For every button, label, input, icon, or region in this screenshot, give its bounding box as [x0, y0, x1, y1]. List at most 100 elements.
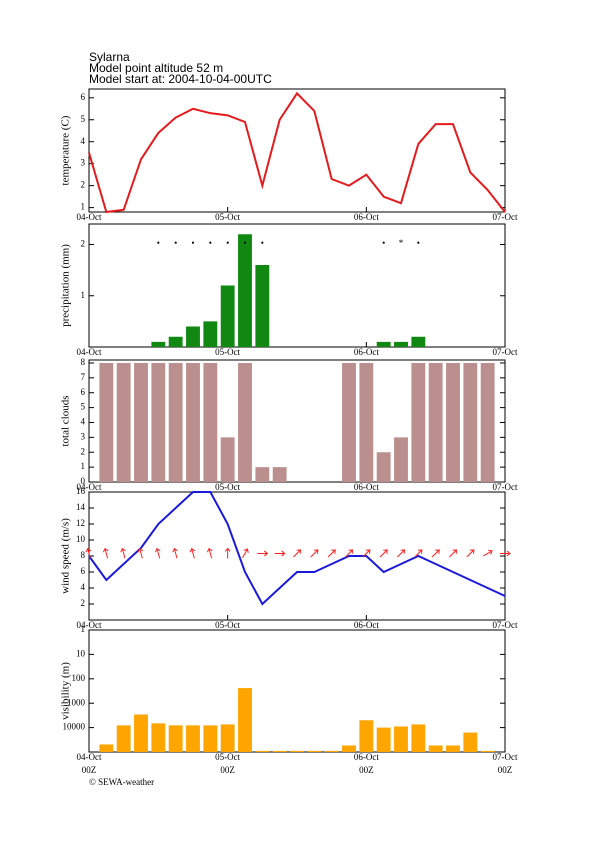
y-tick-label: 3	[81, 158, 86, 168]
y-tick-label: 1	[81, 624, 86, 634]
bar	[394, 437, 408, 482]
altitude: Model point altitude 52 m	[89, 61, 223, 75]
wind-arrow	[483, 549, 493, 557]
y-tick-label: 4	[81, 582, 86, 592]
x-tick-label: 04-Oct	[77, 212, 102, 222]
precip-symbol: •	[209, 238, 212, 248]
line	[88, 491, 506, 606]
wind-arrow	[257, 550, 269, 557]
wind-arrow	[466, 549, 475, 558]
bar	[376, 727, 391, 752]
line	[88, 91, 506, 214]
bar	[116, 725, 131, 752]
y-tick-label: 1	[81, 461, 86, 471]
wind-arrow	[449, 549, 458, 558]
wind-arrow	[397, 549, 406, 558]
panel-frame	[88, 223, 506, 348]
bar	[411, 336, 426, 347]
bar	[186, 362, 200, 482]
x-tick-label: 07-Oct	[493, 212, 518, 222]
wind-arrow	[102, 547, 109, 559]
y-tick-label: 4	[81, 417, 86, 427]
bar	[394, 726, 408, 752]
wind-arrow	[345, 549, 354, 558]
bar	[463, 732, 478, 752]
panel-frame	[88, 491, 506, 621]
x-tick-label: 06-Oct	[354, 347, 379, 357]
bar	[272, 467, 287, 482]
station-name: Sylarna	[89, 50, 130, 64]
wind-arrow	[362, 549, 371, 558]
bar	[151, 341, 166, 347]
x-tick-label: 07-Oct	[493, 620, 518, 630]
precip-symbol: *	[399, 238, 404, 248]
precip-symbol: •	[191, 238, 194, 248]
x-tick-label: 05-Oct	[215, 212, 240, 222]
x-tick-label: 05-Oct	[215, 620, 240, 630]
bar	[428, 362, 443, 482]
y-tick-label: 6	[81, 92, 86, 102]
bar	[359, 720, 374, 752]
bar	[463, 362, 478, 482]
y-tick-label: 1000	[67, 697, 86, 707]
y-tick-label: 100	[72, 673, 86, 683]
y-tick-label: 10000	[63, 722, 86, 732]
x-tick-label: 04-Oct	[77, 620, 102, 630]
wind-arrow	[120, 547, 126, 559]
bar	[151, 362, 166, 482]
bar	[203, 321, 218, 347]
wind-arrow	[379, 549, 388, 558]
wind-arrow	[414, 549, 423, 558]
wind-arrow	[274, 550, 286, 557]
bar	[168, 336, 183, 347]
y-tick-label: 1	[81, 202, 86, 212]
bar	[186, 326, 200, 347]
bar	[134, 714, 148, 752]
x-tick-label: 06-Oct	[354, 212, 379, 222]
bar	[307, 750, 322, 752]
bar	[151, 723, 166, 752]
bar	[220, 285, 235, 347]
y-tick-label: 6	[81, 566, 86, 576]
precip-symbol: •	[243, 238, 246, 248]
bar	[220, 437, 235, 482]
wind-arrow	[431, 549, 440, 558]
y-tick-label: 5	[81, 402, 86, 412]
y-tick-label: 2	[81, 446, 86, 456]
x-tick-label: 05-Oct	[215, 482, 240, 492]
bar	[272, 750, 287, 752]
y-tick-label: 1	[81, 290, 86, 300]
y-tick-label: 12	[76, 518, 85, 528]
x-tick-sublabel: 00Z	[498, 765, 513, 775]
y-tick-label: 2	[81, 180, 86, 190]
y-tick-label: 10	[76, 648, 86, 658]
wind-arrow	[154, 547, 161, 559]
bar	[255, 467, 270, 482]
y-tick-label: 8	[81, 357, 86, 367]
y-tick-label: 0	[81, 476, 86, 486]
bar	[168, 725, 183, 752]
x-tick-label: 07-Oct	[493, 482, 518, 492]
bar	[238, 362, 252, 482]
y-tick-label: 16	[76, 486, 86, 496]
bar	[203, 362, 218, 482]
wind-arrow	[224, 547, 231, 559]
bar	[446, 745, 460, 752]
precip-symbol: •	[261, 238, 264, 248]
y-tick-label: 14	[76, 502, 86, 512]
x-tick-label: 04-Oct	[77, 347, 102, 357]
bar	[220, 724, 235, 752]
y-axis-label: precipitation (mm)	[60, 244, 72, 327]
bar	[99, 362, 114, 482]
model-start: Model start at: 2004-10-04-00UTC	[89, 72, 272, 86]
bar	[376, 341, 391, 347]
y-axis-label: total clouds	[60, 395, 72, 446]
x-tick-label: 05-Oct	[215, 752, 240, 762]
bar	[342, 362, 356, 482]
wind-arrow	[293, 549, 302, 558]
bar	[411, 724, 426, 752]
bar	[411, 362, 426, 482]
y-axis-label: temperature (C)	[60, 115, 72, 185]
x-tick-sublabel: 00Z	[220, 765, 235, 775]
